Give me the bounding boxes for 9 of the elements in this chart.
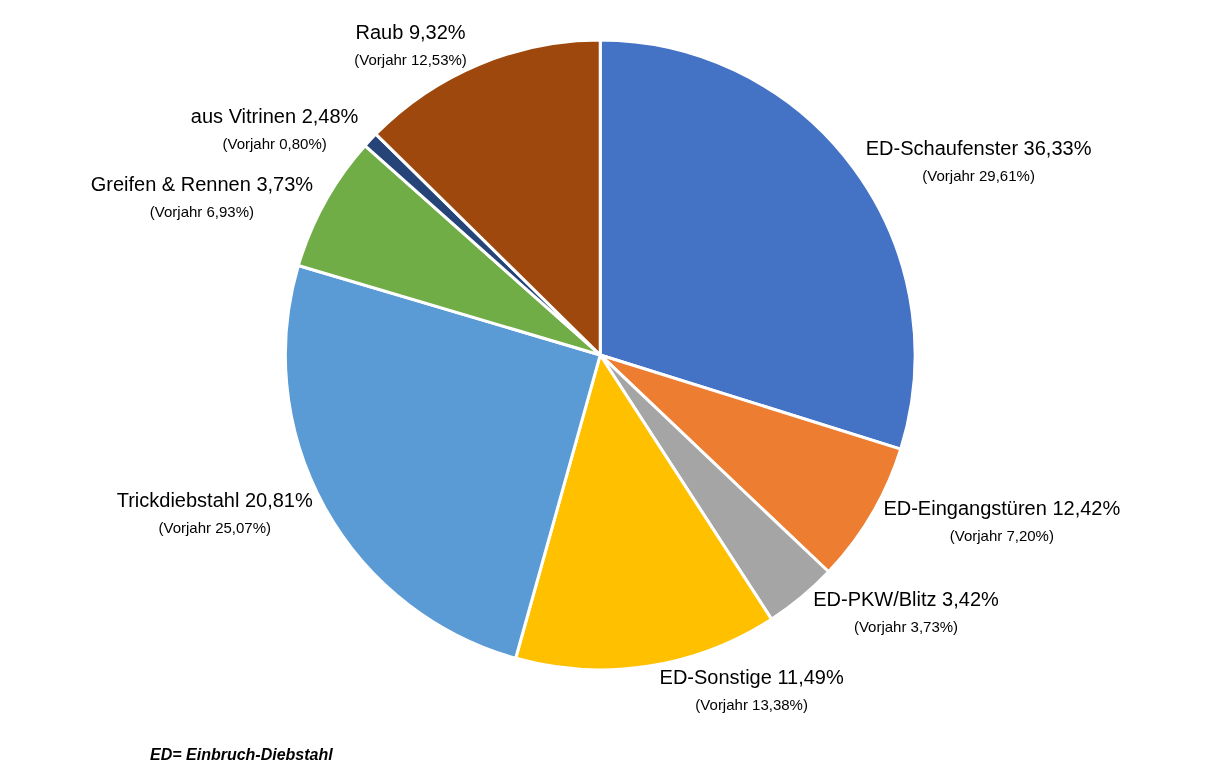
slice-label: ED-Eingangstüren 12,42% (Vorjahr 7,20%) <box>883 497 1121 545</box>
slice-label: ED-Sonstige 11,49% (Vorjahr 13,38%) <box>659 665 844 713</box>
slice-label: ED-Schaufenster 36,33% (Vorjahr 29,61%) <box>865 136 1092 184</box>
slice-label: Raub 9,32% (Vorjahr 12,53%) <box>354 21 467 69</box>
text: ED= Einbruch-Diebstahl <box>150 746 334 763</box>
slice-label: ED-PKW/Blitz 3,42% (Vorjahr 3,73%) <box>813 587 1000 635</box>
slice-label: Greifen & Rennen 3,73% (Vorjahr 6,93%) <box>90 172 314 220</box>
slice-label: aus Vitrinen 2,48% (Vorjahr 0,80%) <box>190 105 359 153</box>
slice-label: Trickdiebstahl 20,81% (Vorjahr 25,07%) <box>116 489 313 537</box>
